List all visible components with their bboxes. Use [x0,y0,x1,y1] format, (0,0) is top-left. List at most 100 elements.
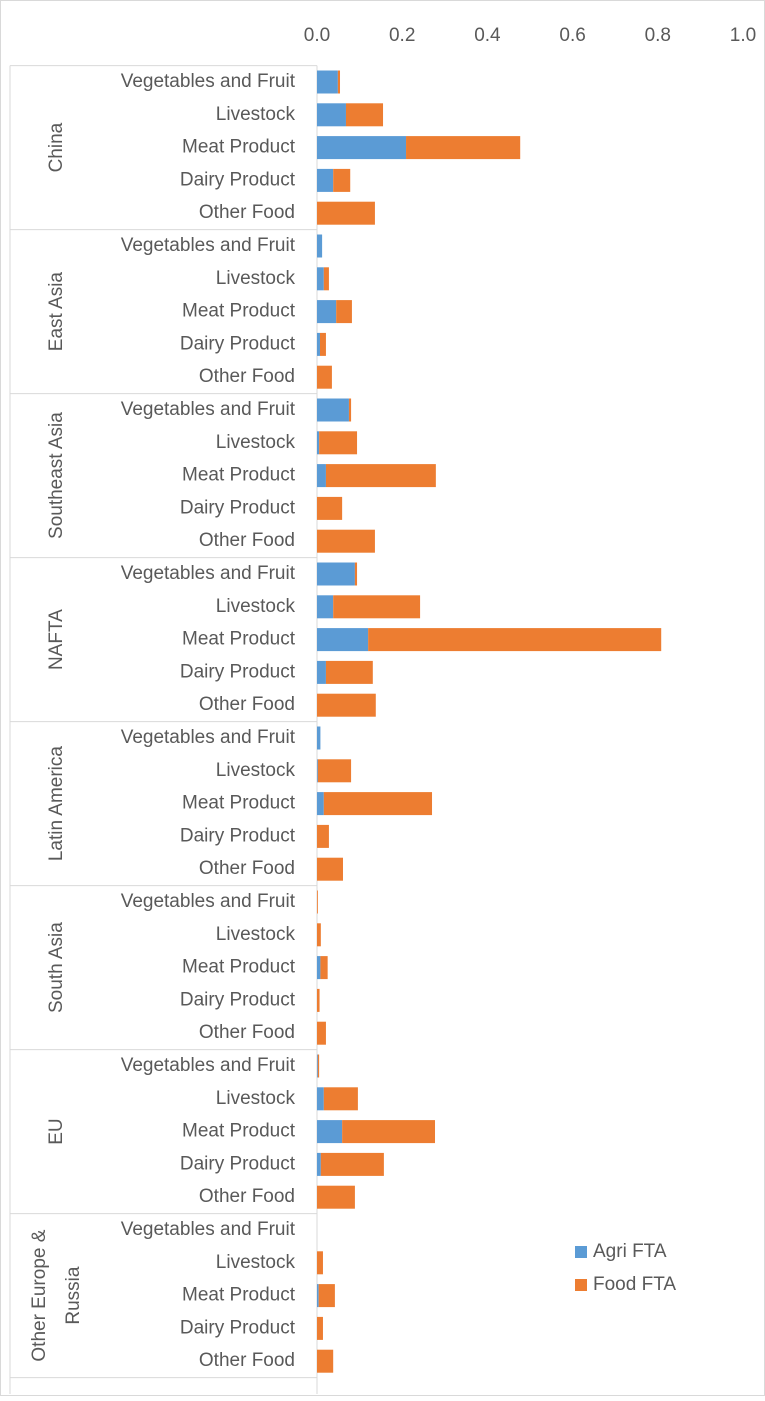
category-label: Meat Product [182,957,296,978]
bar-segment [320,956,328,980]
legend-label: Food FTA [593,1274,676,1295]
bar-segment [317,693,376,717]
category-label: Meat Product [182,1285,296,1306]
bar-segment [317,1284,319,1308]
group-label: EU [46,1118,67,1144]
group-label: Other Europe & Russia [29,1229,84,1361]
bar-segment [319,431,358,455]
bar-segment [317,1251,323,1275]
bar-segment [337,70,341,94]
bar-segment [317,103,346,127]
category-label: Other Food [199,202,295,223]
bar-segment [317,398,349,422]
bar-segment [317,1054,320,1078]
category-label: Other Food [199,1186,295,1207]
category-label: Meat Product [182,465,296,486]
x-tick-label: 0.6 [559,25,585,46]
bar-segment [317,365,332,389]
bar-segment [323,1087,358,1111]
bar-segment [342,1120,436,1144]
legend-swatch [575,1279,587,1291]
bar-segment [317,562,355,586]
category-label: Dairy Product [180,989,296,1010]
x-tick-label: 0.2 [389,25,415,46]
bar-segment [320,1152,384,1176]
category-label: Dairy Product [180,661,296,682]
category-label: Other Food [199,530,295,551]
category-label: Dairy Product [180,1317,296,1338]
category-label: Vegetables and Fruit [121,71,296,92]
category-label: Livestock [216,924,296,945]
bar-segment [317,1021,326,1045]
group-label: China [46,122,67,172]
bar-segment [317,824,329,848]
bar-segment [406,136,521,160]
bar-segment [317,201,375,225]
bar-segment [317,267,324,291]
bar-segment [333,595,421,619]
category-label: Dairy Product [180,825,296,846]
bar-segment [325,464,436,488]
category-label: Meat Product [182,793,296,814]
bar-segment [317,136,407,160]
bar-segment [319,332,326,356]
x-tick-label: 1.0 [730,25,756,46]
category-label: Other Food [199,1350,295,1371]
category-label: Livestock [216,268,296,289]
bar-segment [317,332,320,356]
bar-segment [318,1284,335,1308]
bar-segment [317,759,318,783]
bar-segment [317,496,343,520]
bar-segment [317,988,320,1012]
bar-segment [317,1349,334,1373]
group-label: East Asia [46,272,67,352]
bar-segment [336,300,352,324]
category-label: Vegetables and Fruit [121,1219,296,1240]
bar-segment [325,660,373,684]
bar-segment [317,595,334,619]
bar-segment [317,923,321,947]
category-label: Livestock [216,1088,296,1109]
bar-segment [317,70,338,94]
bar-segment [317,1120,343,1144]
category-label: Dairy Product [180,497,296,518]
bar-segment [317,890,318,914]
category-label: Dairy Product [180,1153,296,1174]
bar-segment [317,792,324,816]
bar-segment [317,1185,355,1209]
bar-segment [317,759,352,783]
bar-segment [317,1316,323,1340]
bar-segment [317,1152,321,1176]
bar-segment [317,234,323,258]
bar-segment [317,431,320,455]
category-label: Other Food [199,1022,295,1043]
bar-segment [317,464,326,488]
bar-segment [317,168,334,192]
group-label: Southeast Asia [46,412,67,539]
x-tick-label: 0.0 [304,25,330,46]
x-tick-label: 0.4 [474,25,501,46]
group-label: Latin America [46,746,67,862]
category-label: Vegetables and Fruit [121,1055,296,1076]
category-label: Other Food [199,366,295,387]
category-label: Vegetables and Fruit [121,727,296,748]
category-label: Livestock [216,432,296,453]
bar-segment [317,300,337,324]
bar-segment [348,398,352,422]
category-label: Vegetables and Fruit [121,399,296,420]
category-label: Livestock [216,760,296,781]
bar-segment [333,168,351,192]
bar-segment [317,660,326,684]
bar-segment [317,529,375,553]
bar-segment [323,267,329,291]
bar-segment [317,1087,324,1111]
category-label: Meat Product [182,137,296,158]
category-label: Dairy Product [180,333,296,354]
group-label: NAFTA [46,609,67,670]
category-label: Meat Product [182,629,296,650]
x-tick-label: 0.8 [645,25,671,46]
bar-segment [317,857,343,881]
category-label: Vegetables and Fruit [121,891,296,912]
